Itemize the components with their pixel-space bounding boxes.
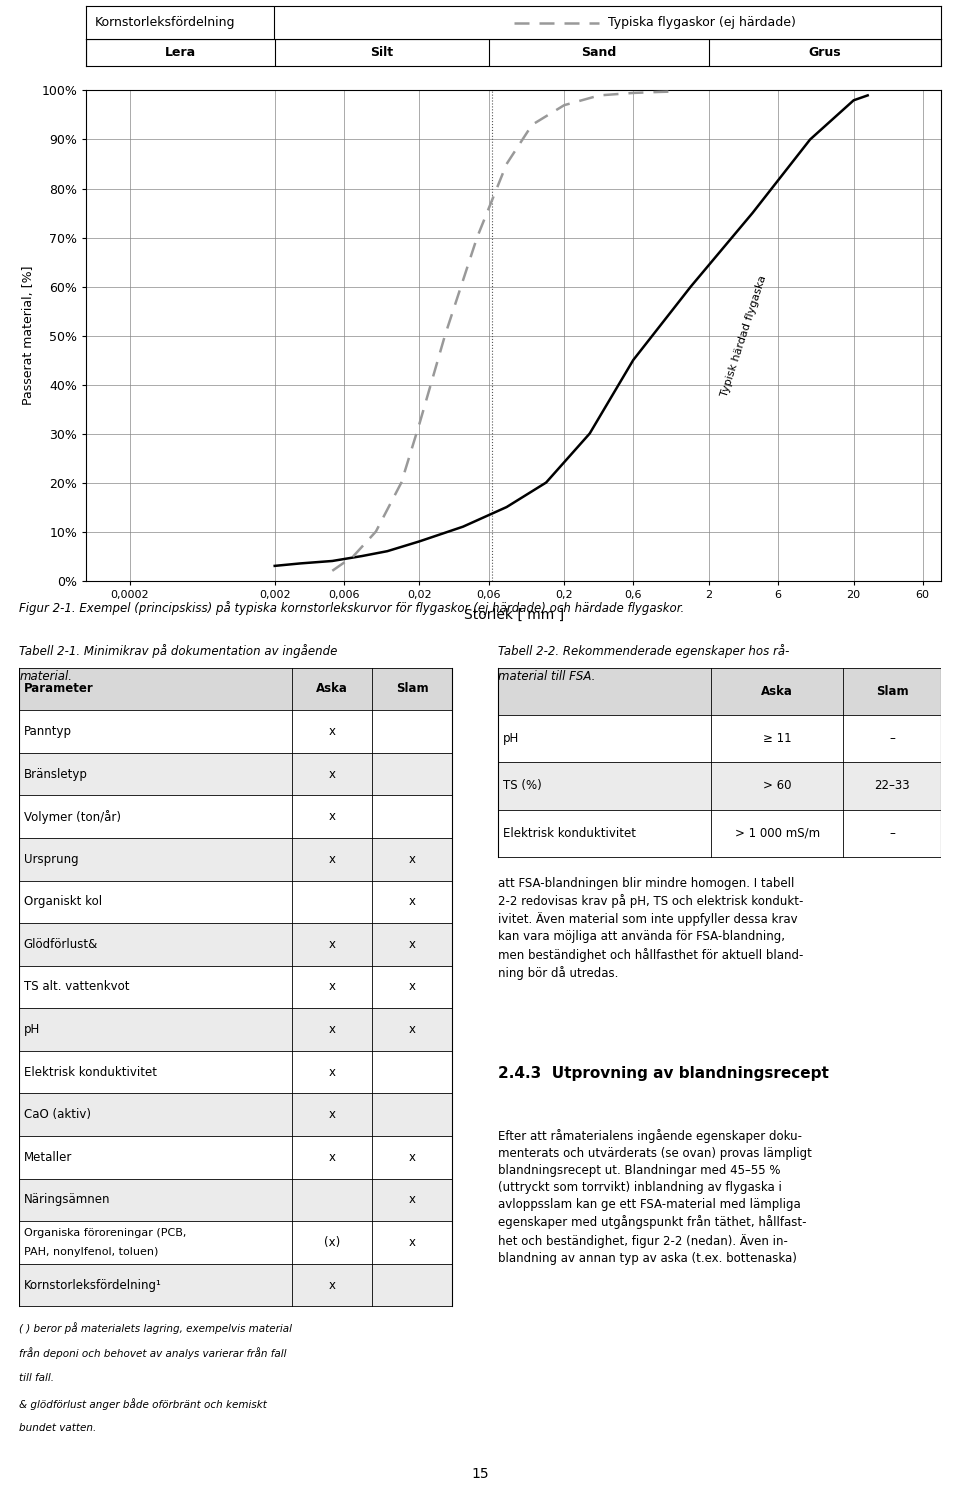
Text: x: x [409, 980, 416, 994]
Text: Typiska flygaskor (ej härdade): Typiska flygaskor (ej härdade) [608, 17, 796, 29]
Bar [19, 1221, 452, 1264]
Bar [86, 6, 275, 39]
Text: x: x [328, 810, 336, 823]
Text: Tabell 2-2. Rekommenderade egenskaper hos rå-: Tabell 2-2. Rekommenderade egenskaper ho… [498, 644, 790, 657]
Text: Organiska föroreningar (PCB,: Organiska föroreningar (PCB, [24, 1228, 186, 1238]
Text: Volymer (ton/år): Volymer (ton/år) [24, 810, 121, 823]
Text: x: x [409, 1237, 416, 1249]
Bar [19, 752, 452, 795]
Text: bundet vatten.: bundet vatten. [19, 1424, 96, 1433]
Text: x: x [328, 1108, 336, 1122]
Text: TS (%): TS (%) [503, 780, 541, 792]
Text: Bränsletyp: Bränsletyp [24, 768, 87, 781]
Text: x: x [328, 1066, 336, 1078]
Text: Lera: Lera [165, 47, 196, 59]
Text: x: x [409, 1193, 416, 1206]
Text: Organiskt kol: Organiskt kol [24, 896, 102, 908]
Bar [19, 668, 452, 710]
Text: x: x [328, 1151, 336, 1164]
Text: x: x [409, 852, 416, 866]
Text: Kornstorleksfördelning¹: Kornstorleksfördelning¹ [24, 1279, 161, 1292]
Text: x: x [409, 938, 416, 952]
Text: x: x [328, 768, 336, 781]
Text: pH: pH [24, 1022, 40, 1036]
Text: x: x [328, 938, 336, 952]
Text: Silt: Silt [370, 47, 394, 59]
Text: x: x [328, 1022, 336, 1036]
Text: Panntyp: Panntyp [24, 725, 72, 737]
Text: –: – [889, 731, 895, 745]
Text: ( ) beror på materialets lagring, exempelvis material: ( ) beror på materialets lagring, exempe… [19, 1323, 292, 1335]
Bar [19, 965, 452, 1009]
Text: > 1 000 mS/m: > 1 000 mS/m [734, 826, 820, 840]
Text: Aska: Aska [761, 685, 793, 698]
Bar [19, 838, 452, 881]
Text: Sand: Sand [581, 47, 616, 59]
Text: pH: pH [503, 731, 519, 745]
Bar [498, 668, 941, 715]
Bar [19, 1264, 452, 1306]
Text: att FSA-blandningen blir mindre homogen. I tabell
2-2 redovisas krav på pH, TS o: att FSA-blandningen blir mindre homogen.… [498, 876, 804, 980]
Text: & glödförlust anger både oförbränt och kemiskt: & glödförlust anger både oförbränt och k… [19, 1398, 267, 1410]
Y-axis label: Passerat material, [%]: Passerat material, [%] [21, 265, 35, 406]
Text: x: x [328, 1279, 336, 1292]
Text: x: x [409, 1151, 416, 1164]
Bar [19, 881, 452, 923]
Text: 2.4.3  Utprovning av blandningsrecept: 2.4.3 Utprovning av blandningsrecept [498, 1066, 829, 1081]
Text: Ursprung: Ursprung [24, 852, 79, 866]
Text: 22–33: 22–33 [875, 780, 910, 792]
Text: Näringsämnen: Näringsämnen [24, 1193, 110, 1206]
Text: Aska: Aska [316, 683, 348, 695]
Text: Grus: Grus [808, 47, 841, 59]
Text: Slam: Slam [396, 683, 428, 695]
Text: material till FSA.: material till FSA. [498, 670, 596, 683]
X-axis label: Storlek [ mm ]: Storlek [ mm ] [464, 608, 564, 621]
Text: x: x [328, 852, 336, 866]
Bar [498, 715, 941, 762]
Bar [19, 1179, 452, 1221]
Text: Parameter: Parameter [24, 683, 93, 695]
Text: Efter att råmaterialens ingående egenskaper doku-
menterats och utvärderats (se : Efter att råmaterialens ingående egenska… [498, 1129, 812, 1265]
Bar [19, 1093, 452, 1136]
Text: Elektrisk konduktivitet: Elektrisk konduktivitet [503, 826, 636, 840]
Bar [498, 762, 941, 810]
Bar [19, 710, 452, 752]
Text: –: – [889, 826, 895, 840]
Bar [19, 1136, 452, 1179]
Text: material.: material. [19, 670, 72, 683]
Text: 15: 15 [471, 1467, 489, 1481]
Text: (x): (x) [324, 1237, 340, 1249]
Text: Kornstorleksfördelning: Kornstorleksfördelning [95, 17, 235, 29]
Text: x: x [328, 980, 336, 994]
Bar [19, 795, 452, 838]
Bar [19, 1009, 452, 1051]
Text: Typisk härdad flygaska: Typisk härdad flygaska [720, 273, 769, 398]
Text: Tabell 2-1. Minimikrav på dokumentation av ingående: Tabell 2-1. Minimikrav på dokumentation … [19, 644, 338, 657]
Bar [19, 923, 452, 965]
Text: Glödförlust&: Glödförlust& [24, 938, 98, 952]
Text: x: x [328, 725, 336, 737]
Text: TS alt. vattenkvot: TS alt. vattenkvot [24, 980, 130, 994]
Text: Figur 2-1. Exempel (principskiss) på typiska kornstorlekskurvor för flygaskor (e: Figur 2-1. Exempel (principskiss) på typ… [19, 600, 684, 615]
Text: > 60: > 60 [763, 780, 791, 792]
Text: x: x [409, 1022, 416, 1036]
Text: Elektrisk konduktivitet: Elektrisk konduktivitet [24, 1066, 156, 1078]
Bar [19, 1051, 452, 1093]
Bar [498, 810, 941, 857]
Text: ≥ 11: ≥ 11 [763, 731, 791, 745]
Text: från deponi och behovet av analys varierar från fall: från deponi och behovet av analys varier… [19, 1348, 287, 1359]
Text: PAH, nonylfenol, toluen): PAH, nonylfenol, toluen) [24, 1247, 158, 1256]
Text: Slam: Slam [876, 685, 908, 698]
Text: CaO (aktiv): CaO (aktiv) [24, 1108, 91, 1122]
Text: x: x [409, 896, 416, 908]
Text: till fall.: till fall. [19, 1372, 54, 1383]
Text: Metaller: Metaller [24, 1151, 72, 1164]
